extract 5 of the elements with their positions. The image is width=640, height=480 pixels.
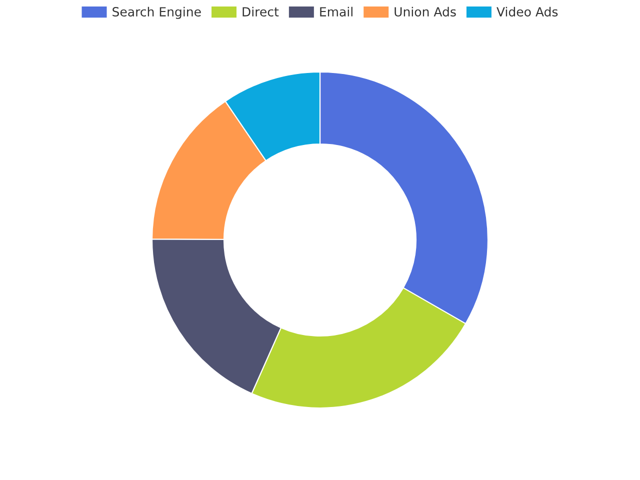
legend-label: Union Ads — [394, 6, 456, 17]
legend-label: Email — [320, 6, 352, 17]
legend-label: Direct — [242, 6, 279, 17]
legend-label: Search Engine — [112, 6, 201, 19]
legend-label: Video Ads — [496, 6, 558, 17]
